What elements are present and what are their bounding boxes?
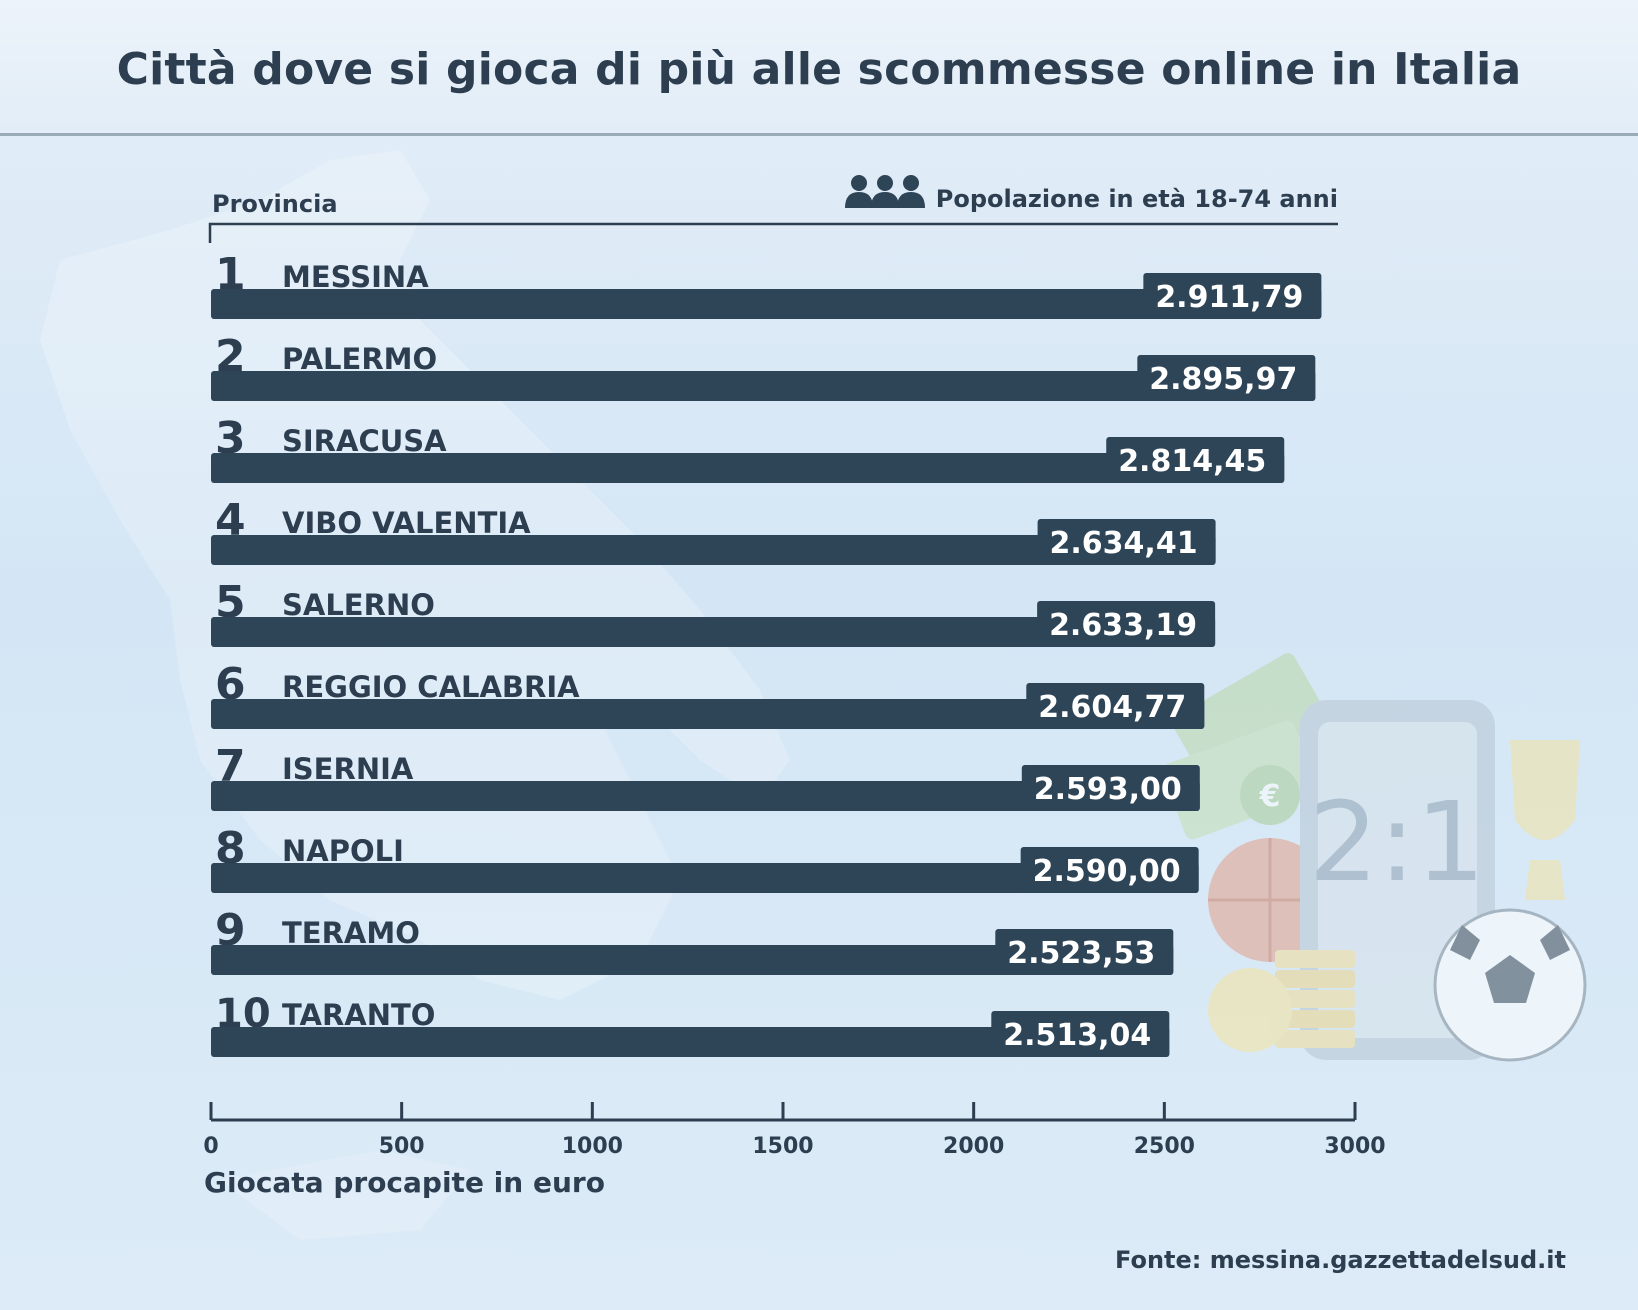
- value-label-box: [1106, 437, 1285, 483]
- x-tick-label: 2000: [943, 1134, 1004, 1159]
- betting-illustration: € 2:1: [1162, 653, 1587, 1062]
- value-label: 2.814,45: [1118, 444, 1266, 479]
- value-label-box: [1137, 355, 1316, 401]
- smartphone-screen: [1318, 722, 1477, 1038]
- soccer-ball-patch: [1450, 925, 1480, 960]
- category-header: Provincia: [212, 190, 338, 218]
- value-label: 2.604,77: [1038, 690, 1186, 725]
- people-group-icon: [845, 175, 925, 208]
- value-label: 2.593,00: [1034, 772, 1182, 807]
- value-label: 2.513,04: [1003, 1018, 1151, 1053]
- header-rule: [208, 222, 1338, 243]
- value-label: 2.634,41: [1050, 526, 1198, 561]
- bar: [211, 945, 1174, 975]
- x-axis-label: Giocata procapite in euro: [204, 1166, 605, 1199]
- banknote-icon: [1162, 720, 1318, 840]
- trophy-icon: [1510, 740, 1580, 900]
- province-label: SIRACUSA: [282, 424, 447, 458]
- value-label-box: [1143, 273, 1322, 319]
- page-title: Città dove si gioca di più alle scommess…: [116, 44, 1522, 95]
- gold-coin-icon: [1208, 968, 1292, 1052]
- bar: [211, 863, 1199, 893]
- province-label: TARANTO: [282, 998, 435, 1032]
- value-label-box: [1021, 765, 1200, 811]
- soccer-ball-patch: [1540, 925, 1570, 960]
- bar: [211, 617, 1216, 647]
- value-label-box: [995, 929, 1174, 975]
- bar: [211, 1027, 1170, 1057]
- soccer-ball-patch: [1485, 955, 1535, 1003]
- value-label: 2.911,79: [1155, 280, 1303, 315]
- bar: [211, 699, 1205, 729]
- source-credit: Fonte: messina.gazzettadelsud.it: [1115, 1246, 1566, 1274]
- bar: [211, 535, 1216, 565]
- value-label-box: [1020, 847, 1199, 893]
- x-axis: 0 500 1000 1500 2000 2500 3000: [203, 1102, 1386, 1159]
- value-label: 2.590,00: [1033, 854, 1181, 889]
- province-label: PALERMO: [282, 342, 437, 376]
- value-label-box: [1037, 519, 1216, 565]
- bar: [211, 371, 1316, 401]
- euro-coin-icon: [1240, 765, 1300, 825]
- bar: [211, 781, 1200, 811]
- value-label-box: [1026, 683, 1205, 729]
- x-tick-label: 1000: [562, 1134, 623, 1159]
- x-tick-label: 500: [379, 1134, 425, 1159]
- x-tick-label: 3000: [1324, 1134, 1385, 1159]
- province-label: ISERNIA: [282, 752, 414, 786]
- x-tick-label: 1500: [752, 1134, 813, 1159]
- coin-stack-icon: [1275, 950, 1355, 1048]
- header: Città dove si gioca di più alle scommess…: [0, 0, 1638, 136]
- province-label: MESSINA: [282, 260, 429, 294]
- x-tick-label: 0: [203, 1134, 218, 1159]
- score-text-icon: 2:1: [1308, 778, 1485, 906]
- province-label: SALERNO: [282, 588, 435, 622]
- province-label: REGGIO CALABRIA: [282, 670, 580, 704]
- value-label-box: [991, 1011, 1170, 1057]
- province-label: TERAMO: [282, 916, 420, 950]
- x-tick-label: 2500: [1134, 1134, 1195, 1159]
- value-label: 2.523,53: [1007, 936, 1155, 971]
- bar: [211, 453, 1285, 483]
- value-label: 2.895,97: [1149, 362, 1297, 397]
- legend-note: Popolazione in età 18-74 anni: [936, 185, 1338, 213]
- province-label: NAPOLI: [282, 834, 404, 868]
- bar: [211, 289, 1322, 319]
- value-label-box: [1037, 601, 1216, 647]
- euro-symbol-icon: €: [1259, 779, 1281, 814]
- sicily-silhouette: [220, 1150, 470, 1240]
- province-label: VIBO VALENTIA: [282, 506, 531, 540]
- value-label: 2.633,19: [1049, 608, 1197, 643]
